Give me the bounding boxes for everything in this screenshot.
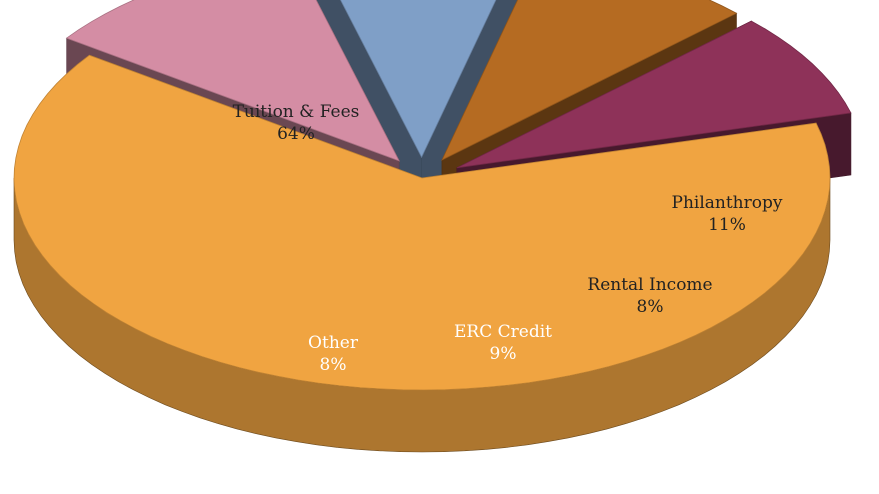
pie-slice-tuition-fees (13, 54, 831, 453)
slice-label-erc-credit: ERC Credit (454, 322, 552, 342)
slice-label-tuition-fees: Tuition & Fees (233, 102, 360, 122)
slice-value-tuition-fees: 64% (277, 124, 315, 144)
slice-value-erc-credit: 9% (490, 344, 517, 364)
slice-value-philanthropy: 11% (708, 215, 746, 235)
slice-value-rental-income: 8% (637, 297, 664, 317)
slice-label-rental-income: Rental Income (587, 275, 712, 295)
slice-label-philanthropy: Philanthropy (672, 193, 783, 213)
slice-value-other: 8% (320, 355, 347, 375)
slice-label-other: Other (308, 333, 359, 353)
